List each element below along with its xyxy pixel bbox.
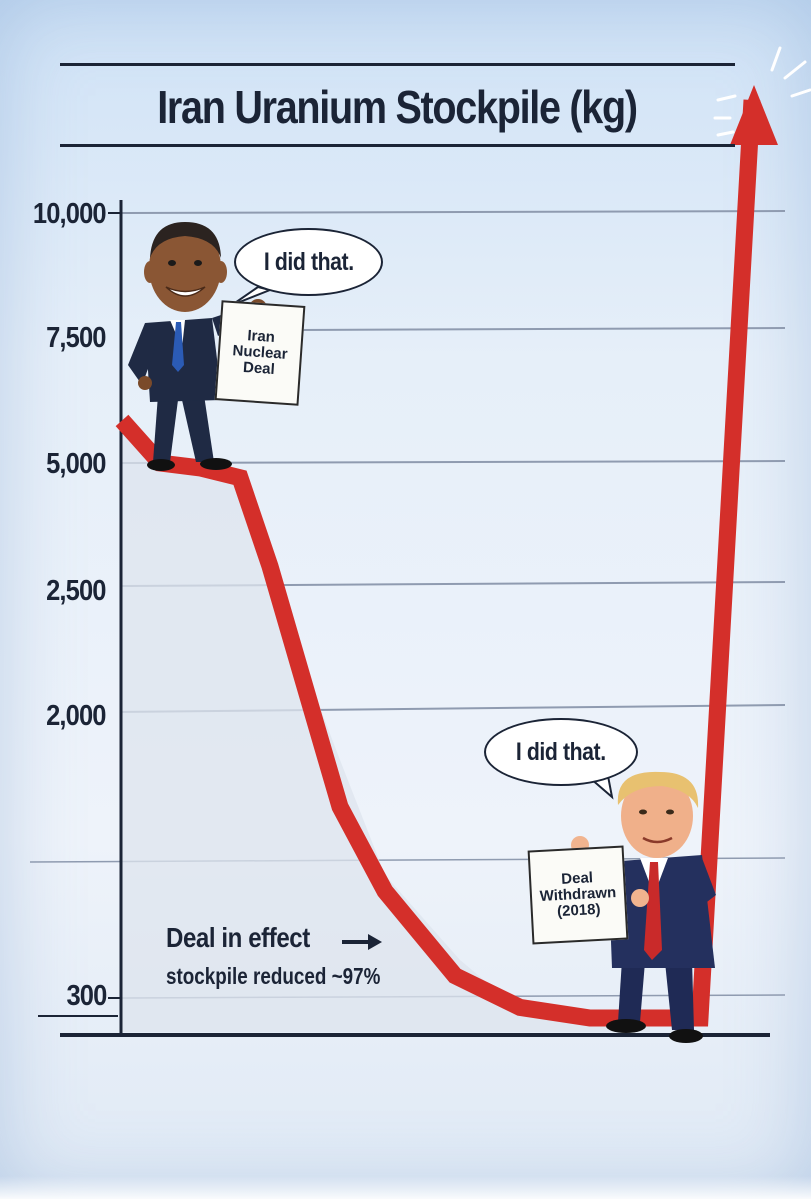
arrow-right-icon xyxy=(342,934,382,950)
gridline-10000 xyxy=(119,210,786,214)
arrow-up-icon xyxy=(730,85,778,145)
obama-figure-icon xyxy=(128,222,267,471)
trump-paper-line: (2018) xyxy=(556,900,601,920)
chart-title: Iran Uranium Stockpile (kg) xyxy=(157,81,638,133)
y-tick-label: 2,500 xyxy=(46,575,107,607)
gridline-7500 xyxy=(299,327,786,331)
trump-paper: Deal Withdrawn (2018) xyxy=(527,845,629,945)
title-rule-top xyxy=(60,63,735,66)
obama-speech-text: I did that. xyxy=(263,247,354,276)
trump-speech-bubble: I did that. xyxy=(484,718,638,786)
deal-note-title: Deal in effect xyxy=(166,922,310,953)
y-tick-label: 300 xyxy=(66,980,107,1012)
y-tick-label: 2,000 xyxy=(46,700,107,732)
sparkle-icon xyxy=(713,46,811,137)
y-tick-label: 5,000 xyxy=(46,448,107,480)
bottom-fade xyxy=(0,1176,811,1199)
deal-note-subtitle: stockpile reduced ~97% xyxy=(166,963,381,989)
area-under-line xyxy=(122,415,650,1032)
obama-speech-bubble: I did that. xyxy=(234,228,383,296)
series-line-stockpile xyxy=(115,99,761,1027)
title-rule-bottom xyxy=(60,144,735,147)
y-tick-label: 7,500 xyxy=(46,322,107,354)
y-tick-label: 10,000 xyxy=(33,198,107,230)
trump-speech-text: I did that. xyxy=(516,737,606,766)
obama-paper: Iran Nuclear Deal xyxy=(214,300,306,406)
obama-paper-line: Deal xyxy=(242,358,276,378)
